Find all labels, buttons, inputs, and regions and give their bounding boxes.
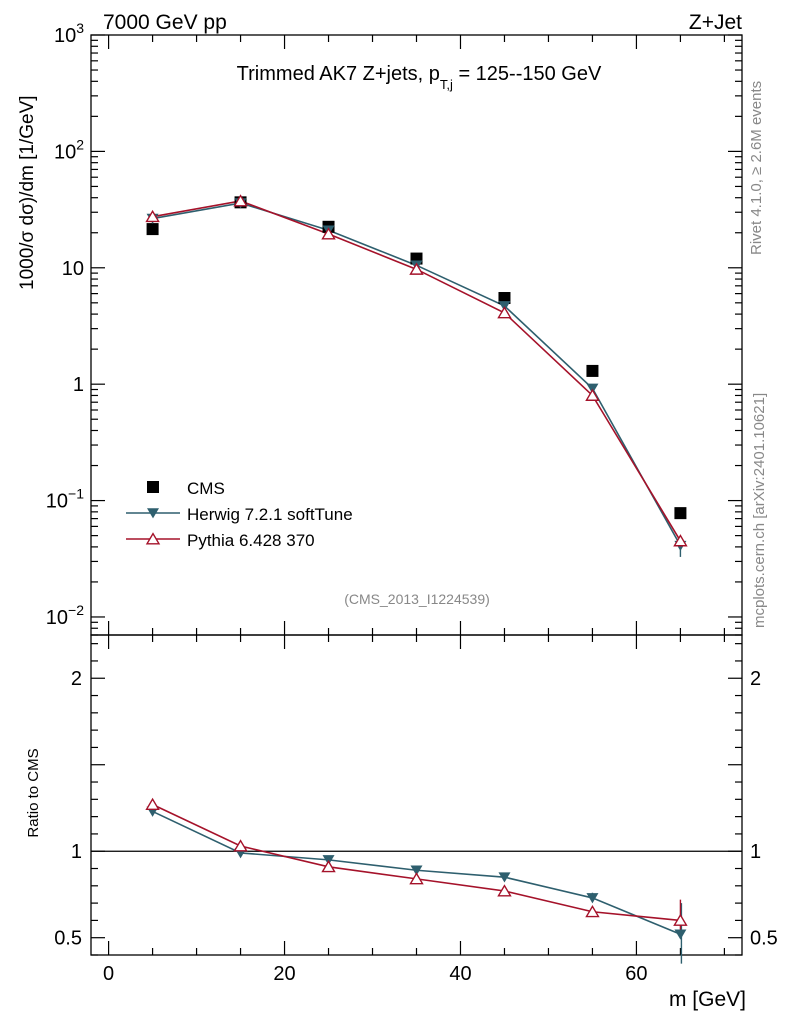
cms-point <box>674 507 687 520</box>
pythia-point <box>145 209 160 223</box>
pythia-ratio-point <box>145 797 160 811</box>
pythia-ratio-point <box>673 913 688 926</box>
y-axis-label: 1000/σ dσ)/dm [1/GeV] <box>17 95 38 290</box>
pythia-ratio-point <box>233 839 248 852</box>
pythia-line <box>152 200 682 542</box>
ratio-tick-label-right: 0.5 <box>750 928 778 950</box>
cms-point <box>498 292 511 305</box>
herwig-ratio-point <box>586 893 599 904</box>
ratio-tick-label: 1 <box>71 841 82 863</box>
y-tick-label: 1 <box>73 374 84 396</box>
ratio-tick-label: 0.5 <box>54 928 82 950</box>
rivet-label: Rivet 4.1.0, ≥ 2.6M events <box>748 81 765 255</box>
mcplots-label: mcplots.cern.ch [arXiv:2401.10621] <box>751 393 768 628</box>
cms-point <box>146 223 159 236</box>
pythia-point <box>321 227 336 240</box>
pythia-ratio-line <box>152 803 681 922</box>
pythia-ratio-point <box>585 904 600 918</box>
herwig-ratio-point <box>674 929 687 940</box>
ratio-y-axis-label: Ratio to CMS <box>25 748 42 837</box>
cms-point <box>586 364 599 377</box>
y-tick-label: 103 <box>54 20 84 47</box>
pythia-ratio-point <box>409 872 424 885</box>
header-left: 7000 GeV pp <box>103 11 227 34</box>
ratio-frame <box>90 634 743 956</box>
x-tick-label: 40 <box>449 963 471 985</box>
analysis-label: (CMS_2013_I1224539) <box>344 591 490 607</box>
ratio-tick-label-right: 1 <box>750 841 761 863</box>
legend-herwig-label: Herwig 7.2.1 softTune <box>187 505 353 524</box>
legend-cms-label: CMS <box>187 479 225 498</box>
y-tick-label: 10 <box>62 258 84 280</box>
y-tick-label: 10−2 <box>46 602 84 629</box>
x-tick-label: 60 <box>625 963 647 985</box>
header-right: Z+Jet <box>689 11 742 34</box>
pythia-ratio-point <box>321 860 336 873</box>
pythia-ratio-point <box>497 884 512 897</box>
y-tick-label: 102 <box>54 136 84 163</box>
x-axis-label: m [GeV] <box>669 988 746 1011</box>
legend-herwig-marker <box>147 508 159 519</box>
ratio-tick-label: 2 <box>71 668 82 690</box>
legend-pythia-label: Pythia 6.428 370 <box>187 531 315 550</box>
ratio-tick-label-right: 2 <box>750 668 761 690</box>
pythia-point <box>497 306 512 319</box>
x-tick-label: 0 <box>103 963 114 985</box>
herwig-ratio-point <box>410 865 423 876</box>
legend-cms-marker <box>147 481 159 493</box>
x-tick-label: 20 <box>273 963 295 985</box>
y-tick-label: 10−1 <box>46 486 84 513</box>
legend-pythia-marker <box>145 532 161 545</box>
pythia-point <box>585 388 600 401</box>
plot-title: Trimmed AK7 Z+jets, pT,j = 125--150 GeV <box>237 63 602 92</box>
pythia-point <box>673 534 688 547</box>
herwig-ratio-point <box>498 872 511 883</box>
pythia-point <box>233 194 248 207</box>
pythia-point <box>409 262 424 275</box>
